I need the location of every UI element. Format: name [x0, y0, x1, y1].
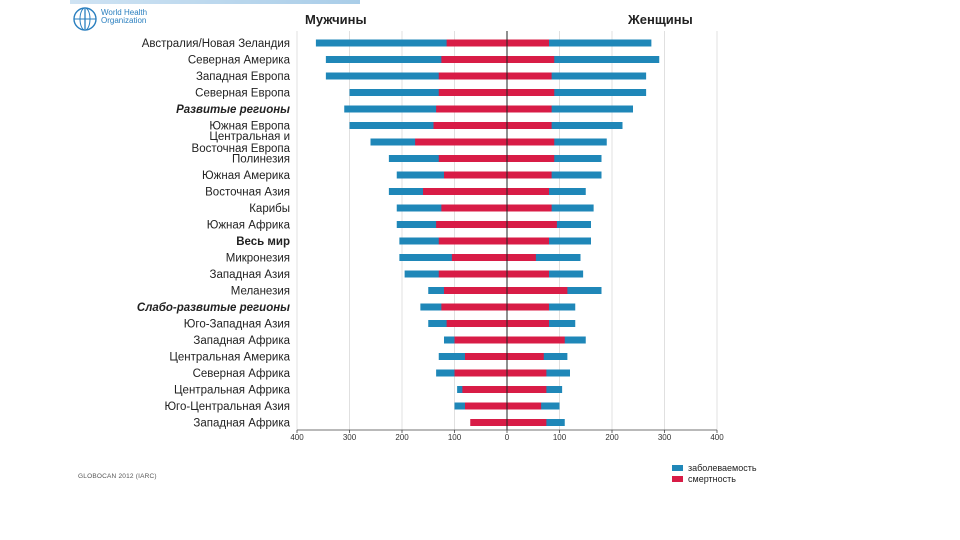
legend-label-mortality: смертность — [688, 473, 736, 484]
category-label: Западная Африка — [193, 418, 290, 430]
mortality-bar — [470, 419, 547, 426]
mortality-bar — [454, 369, 547, 377]
men-title: Мужчины — [305, 12, 367, 27]
mortality-bar — [438, 155, 555, 162]
category-label: Западная Африка — [193, 335, 290, 347]
category-label: Южная Европа — [209, 121, 290, 133]
mortality-bar — [433, 122, 552, 129]
mortality-bar — [451, 254, 536, 261]
x-tick-label: 300 — [343, 433, 357, 442]
mortality-bar — [465, 402, 542, 410]
mortality-bar — [438, 72, 552, 80]
category-label: Северная Америка — [188, 55, 291, 67]
mortality-bar — [441, 303, 549, 311]
legend-swatch-incidence — [672, 464, 683, 471]
mortality-bar — [438, 270, 549, 278]
x-tick-label: 0 — [505, 433, 510, 442]
category-label: Меланезия — [231, 286, 290, 298]
category-label: Западная Азия — [210, 269, 290, 281]
category-label: Австралия/Новая Зеландия — [142, 38, 290, 50]
category-label: Восточная Азия — [205, 187, 290, 199]
x-tick-label: 400 — [710, 433, 724, 442]
category-label: Центральная Америка — [169, 352, 290, 364]
legend-item-mortality: смертность — [672, 473, 757, 484]
mortality-bar — [454, 336, 565, 344]
mortality-bar — [444, 171, 552, 179]
category-label: Карибы — [249, 203, 290, 215]
category-label: Юго-Западная Азия — [184, 319, 290, 331]
mortality-bar — [436, 105, 552, 113]
x-tick-label: 200 — [395, 433, 409, 442]
category-label: Южная Африка — [207, 220, 291, 232]
x-tick-label: 300 — [658, 433, 672, 442]
category-label: Северная Европа — [195, 88, 290, 100]
mortality-bar — [441, 204, 552, 212]
x-tick-label: 200 — [605, 433, 619, 442]
mortality-bar — [438, 237, 549, 245]
source-note: GLOBOCAN 2012 (IARC) — [78, 473, 157, 480]
mortality-bar — [415, 138, 555, 146]
category-label: Развитые регионы — [176, 104, 290, 116]
category-label: Слабо-развитые регионы — [137, 302, 290, 314]
x-tick-label: 400 — [290, 433, 304, 442]
category-label: Центральная Африка — [174, 385, 291, 397]
top-accent-bar — [70, 0, 360, 4]
mortality-bar — [441, 56, 555, 63]
category-label: Центральная и — [209, 131, 290, 143]
category-label: Северная Африка — [193, 368, 291, 380]
who-logo-text: World Health Organization — [101, 8, 148, 25]
mortality-bar — [444, 287, 568, 294]
category-label: Микронезия — [226, 253, 290, 265]
category-label: Юго-Центральная Азия — [164, 401, 290, 413]
category-label: Полинезия — [232, 154, 290, 166]
women-title: Женщины — [628, 12, 693, 27]
mortality-bar — [438, 89, 555, 96]
category-label: Западная Европа — [196, 71, 291, 83]
mortality-bar — [465, 353, 544, 360]
legend-item-incidence: заболеваемость — [672, 462, 757, 473]
x-tick-label: 100 — [448, 433, 462, 442]
category-label: Восточная Европа — [192, 143, 291, 155]
mortality-bar — [423, 188, 549, 195]
legend: заболеваемость смертность — [672, 462, 757, 484]
who-logo: World Health Organization — [72, 6, 152, 38]
legend-label-incidence: заболеваемость — [688, 462, 757, 473]
mortality-bar — [446, 320, 549, 327]
x-tick-label: 100 — [553, 433, 567, 442]
mortality-bar — [436, 221, 557, 228]
legend-swatch-mortality — [672, 475, 683, 482]
who-emblem-icon — [73, 7, 97, 31]
category-label: Весь мир — [236, 236, 290, 248]
mortality-bar — [462, 386, 547, 393]
mortality-bar — [446, 39, 549, 47]
category-label: Южная Америка — [202, 170, 291, 182]
